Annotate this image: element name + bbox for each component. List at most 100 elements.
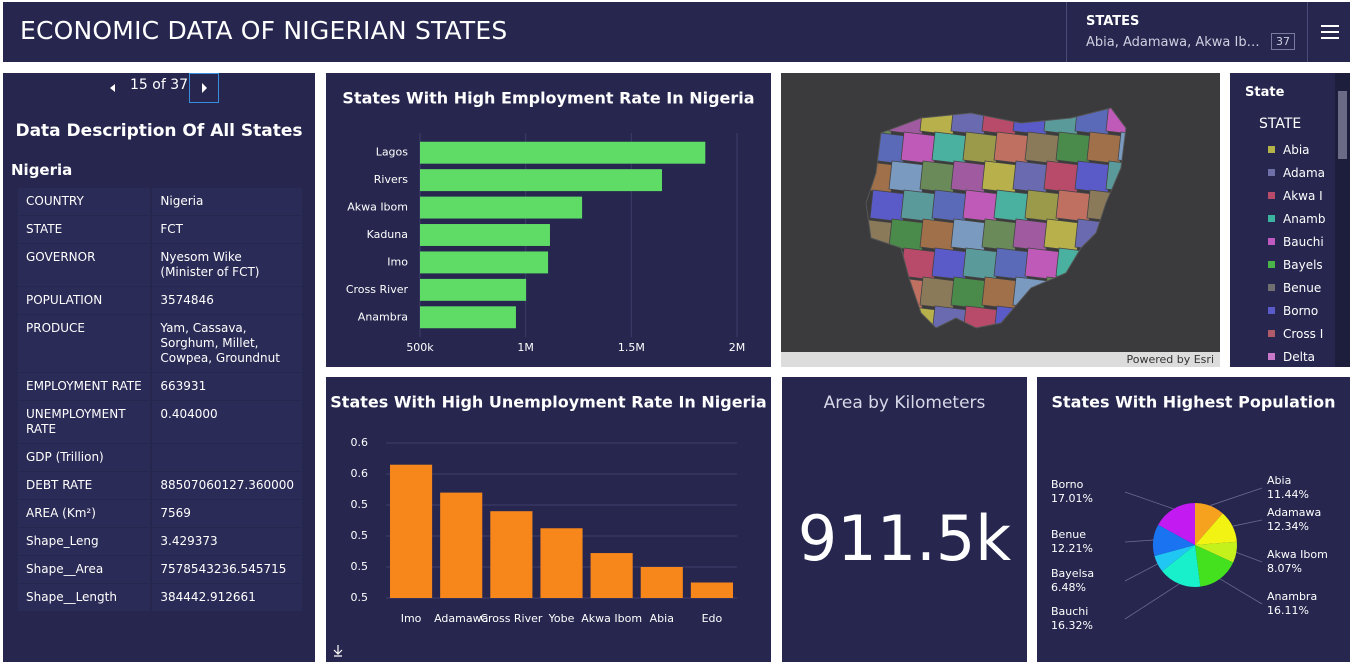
leader-line	[1124, 491, 1174, 510]
field-name: STATE	[18, 215, 153, 244]
state-shape	[1043, 218, 1081, 252]
field-name: PRODUCE	[18, 314, 153, 373]
leader-line	[1232, 519, 1263, 527]
legend-marker	[1268, 192, 1275, 199]
state-shape	[931, 189, 969, 223]
unemployment-panel: States With High Unemployment Rate In Ni…	[326, 377, 771, 662]
details-row: AREA (Km²) 7569	[18, 499, 302, 528]
legend-marker	[1268, 169, 1275, 176]
state-shape	[866, 160, 895, 194]
bar	[420, 278, 527, 301]
field-name: Shape__Length	[18, 583, 153, 612]
x-tick-label: 1M	[517, 341, 534, 354]
y-tick-label: 0.5	[351, 560, 369, 573]
field-value: 0.404000	[160, 407, 218, 421]
details-row: GDP (Trillion)	[18, 443, 302, 472]
x-tick-label: 1.5M	[618, 341, 645, 354]
state-shape	[1074, 108, 1112, 136]
x-tick-label: Imo	[401, 612, 422, 625]
legend-item[interactable]: Bayels	[1258, 256, 1334, 279]
bar	[420, 141, 706, 164]
legend-item[interactable]: Delta	[1258, 348, 1334, 367]
next-button[interactable]	[189, 73, 219, 103]
x-tick-label: Cross River	[480, 612, 543, 625]
pie-value-label: 12.34%	[1267, 520, 1309, 533]
state-shape	[950, 276, 988, 310]
state-shape	[1043, 160, 1081, 194]
field-value: 384442.912661	[160, 590, 256, 604]
details-row: Shape__Length 384442.912661	[18, 583, 302, 612]
state-shape	[866, 218, 895, 252]
field-name: POPULATION	[18, 286, 153, 315]
details-row: STATE FCT	[18, 215, 302, 244]
field-name: AREA (Km²)	[18, 499, 153, 528]
details-row: GOVERNOR Nyesom Wike (Minister of FCT)	[18, 243, 302, 287]
population-chart: States With Highest Population Abia11.44%…	[1051, 393, 1336, 633]
legend-item[interactable]: Borno	[1258, 302, 1334, 325]
state-shape	[993, 189, 1031, 223]
pie-value-label: 8.07%	[1267, 562, 1302, 575]
scrollbar[interactable]	[1335, 73, 1350, 367]
legend-marker	[1268, 261, 1275, 268]
pie-slice	[1195, 545, 1234, 587]
details-row: EMPLOYMENT RATE 663931	[18, 372, 302, 401]
y-tick-label: Lagos	[376, 146, 409, 159]
next-icon	[202, 83, 207, 93]
state-shape	[1055, 131, 1093, 165]
bar	[640, 567, 683, 598]
x-tick-label: Abia	[650, 612, 674, 625]
pie-label: Bauchi	[1051, 605, 1088, 618]
state-shape	[888, 276, 926, 310]
population-panel: States With Highest Population Abia 11.44%…	[1037, 377, 1350, 662]
y-tick-label: 0.5	[351, 591, 369, 604]
state-shape	[962, 189, 1000, 223]
state-shape	[1117, 189, 1126, 223]
menu-bar[interactable]	[1321, 25, 1339, 27]
state-shape	[1117, 305, 1126, 328]
state-shape	[869, 247, 907, 281]
state-shape	[1012, 160, 1050, 194]
legend-item[interactable]: Abia	[1258, 141, 1334, 164]
pie-value-label: 16.11%	[1267, 604, 1309, 617]
state-shape	[950, 108, 988, 136]
state-shapes	[866, 108, 1126, 328]
scroll-thumb[interactable]	[1338, 91, 1347, 159]
state-shape	[931, 247, 969, 281]
state-shape	[993, 131, 1031, 165]
chart-title: States With High Employment Rate In Nige…	[342, 89, 754, 108]
legend-item[interactable]: Benue	[1258, 279, 1334, 302]
state-shape	[931, 305, 969, 328]
legend-item[interactable]: Adama	[1258, 164, 1334, 187]
state-shape	[1074, 276, 1112, 310]
pie-slice	[1154, 545, 1195, 572]
prev-button[interactable]	[108, 82, 118, 94]
y-tick-label: Akwa Ibom	[347, 201, 408, 214]
y-tick-label: Imo	[387, 255, 408, 268]
download-icon[interactable]	[333, 645, 343, 657]
details-row: DEBT RATE 88507060127.360000	[18, 471, 302, 500]
field-name: GOVERNOR	[18, 243, 153, 287]
legend-item[interactable]: Bauchi	[1258, 233, 1334, 256]
pie-slice	[1158, 503, 1195, 545]
legend-item[interactable]: Anamb	[1258, 210, 1334, 233]
kpi-title: Area by Kilometers	[823, 393, 986, 413]
details-row: UNEMPLOYMENT RATE 0.404000	[18, 400, 302, 444]
details-subtitle: Nigeria	[11, 161, 73, 179]
chart-title: States With Highest Population	[1052, 393, 1336, 412]
state-shape	[869, 189, 907, 223]
state-shape	[1043, 276, 1081, 310]
state-shape	[1024, 305, 1062, 328]
legend-item[interactable]: Cross I	[1258, 325, 1334, 348]
state-shape	[1024, 189, 1062, 223]
menu-bar[interactable]	[1321, 37, 1339, 39]
details-row: COUNTRY Nigeria	[18, 188, 302, 216]
menu-bar[interactable]	[1321, 31, 1339, 33]
bar	[420, 251, 549, 274]
y-tick-label: Anambra	[358, 310, 408, 323]
employment-panel: States With High Employment Rate In Nige…	[326, 73, 771, 367]
details-row: POPULATION 3574846	[18, 286, 302, 315]
state-shape	[1012, 218, 1050, 252]
state-filter[interactable]: STATES Abia, Adamawa, Akwa Ib… 37	[1066, 2, 1308, 62]
legend-item[interactable]: Akwa I	[1258, 187, 1334, 210]
